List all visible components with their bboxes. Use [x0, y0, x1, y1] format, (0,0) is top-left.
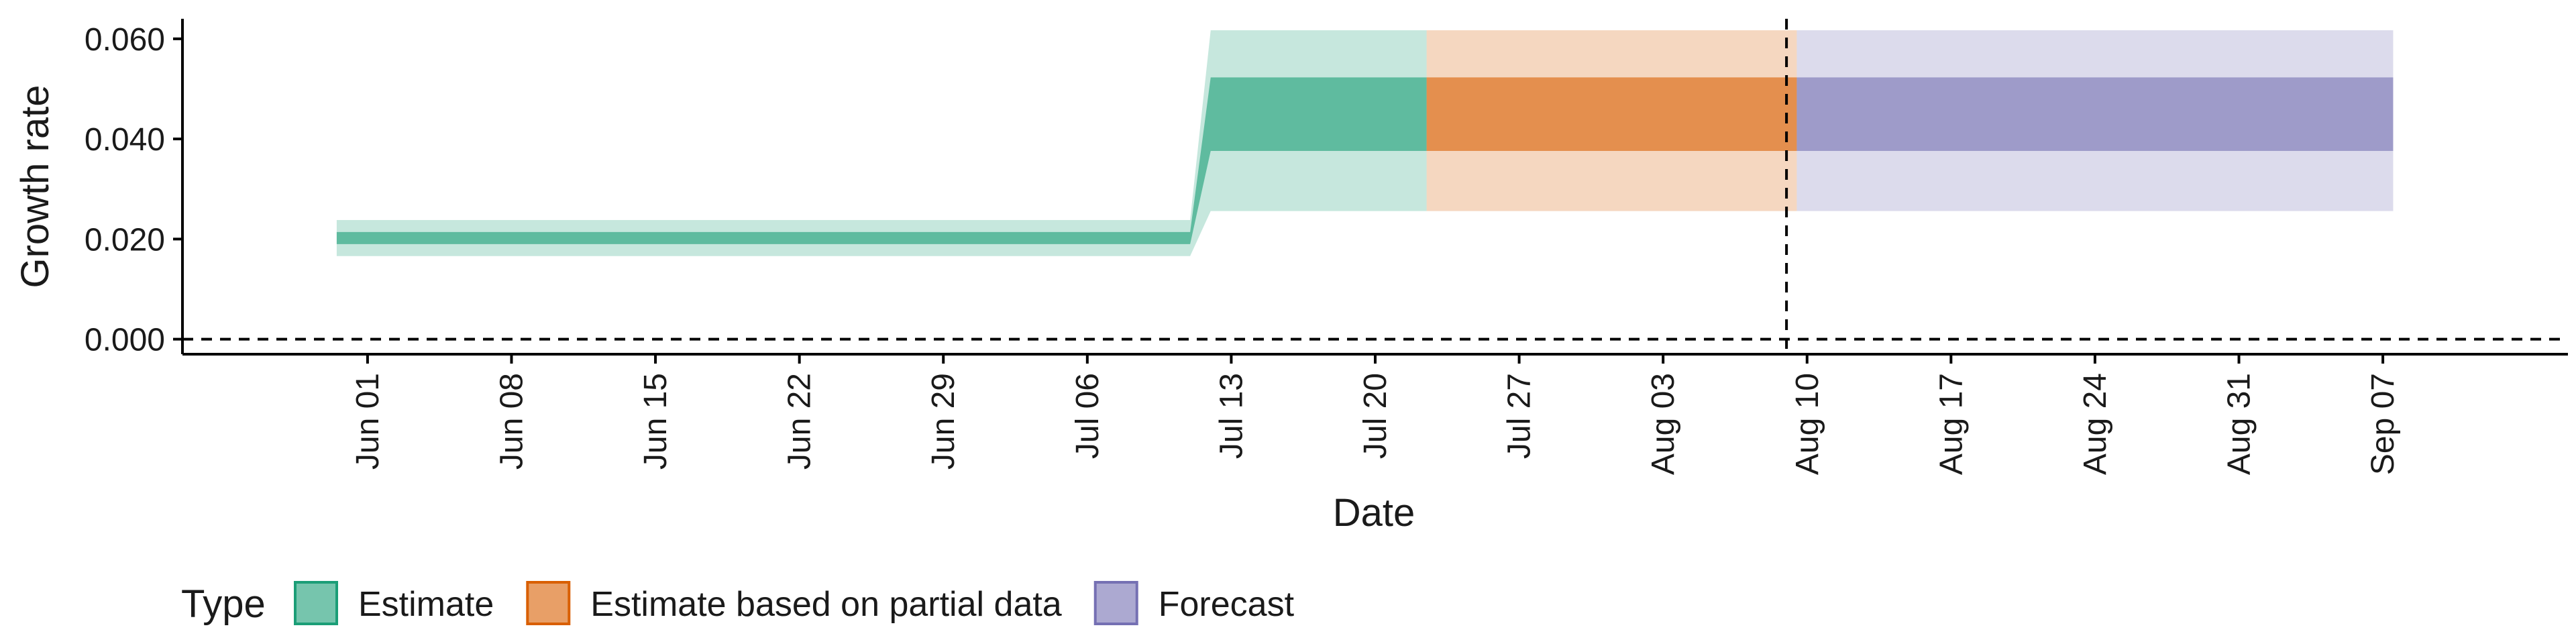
y-ticks: 0.000 0.020 0.040 0.060 [85, 22, 182, 358]
x-tick-label: Jun 15 [638, 373, 674, 470]
legend-swatch [294, 581, 338, 625]
x-tick-label: Jun 01 [350, 373, 386, 470]
x-tick-label: Aug 03 [1646, 373, 1681, 475]
legend-swatch [526, 581, 571, 625]
x-tick-label: Jul 06 [1070, 373, 1106, 459]
y-tick-label: 0.000 [85, 323, 165, 358]
x-tick-label: Aug 31 [2222, 373, 2257, 475]
x-tick-label: Sep 07 [2365, 373, 2401, 475]
x-ticks: Jun 01 Jun 08 Jun 15 Jun 22 Jun 29 Jul 06 Jul … [350, 354, 2401, 475]
legend-title: Type [181, 582, 266, 626]
y-tick-label: 0.020 [85, 222, 165, 258]
x-tick-label: Jul 13 [1214, 373, 1249, 459]
band-50-estimate-based-on-partial-data [1426, 77, 1797, 152]
x-tick-label: Jun 08 [494, 373, 529, 470]
x-tick-label: Jun 29 [926, 373, 961, 470]
y-tick-label: 0.040 [85, 122, 165, 158]
x-tick-label: Jun 22 [782, 373, 818, 470]
x-tick-label: Jul 27 [1502, 373, 1538, 459]
legend-label: Forecast [1159, 585, 1295, 624]
bands-layer [336, 30, 2394, 256]
legend-label: Estimate [358, 585, 494, 624]
x-tick-label: Aug 17 [1933, 373, 1969, 475]
x-tick-label: Aug 24 [2078, 373, 2113, 475]
legend-label: Estimate based on partial data [590, 585, 1062, 624]
x-axis-title: Date [1333, 491, 1415, 535]
band-50-estimate [336, 77, 1427, 244]
y-axis-title: Growth rate [13, 85, 57, 288]
legend-swatch [1093, 581, 1138, 625]
x-tick-label: Jul 20 [1358, 373, 1393, 459]
reference-lines-layer [182, 19, 2568, 354]
y-tick-label: 0.060 [85, 22, 165, 58]
band-50-forecast [1796, 77, 2394, 152]
legend: Type Estimate Estimate based on partial d… [181, 581, 1295, 626]
x-tick-label: Aug 10 [1790, 373, 1825, 475]
